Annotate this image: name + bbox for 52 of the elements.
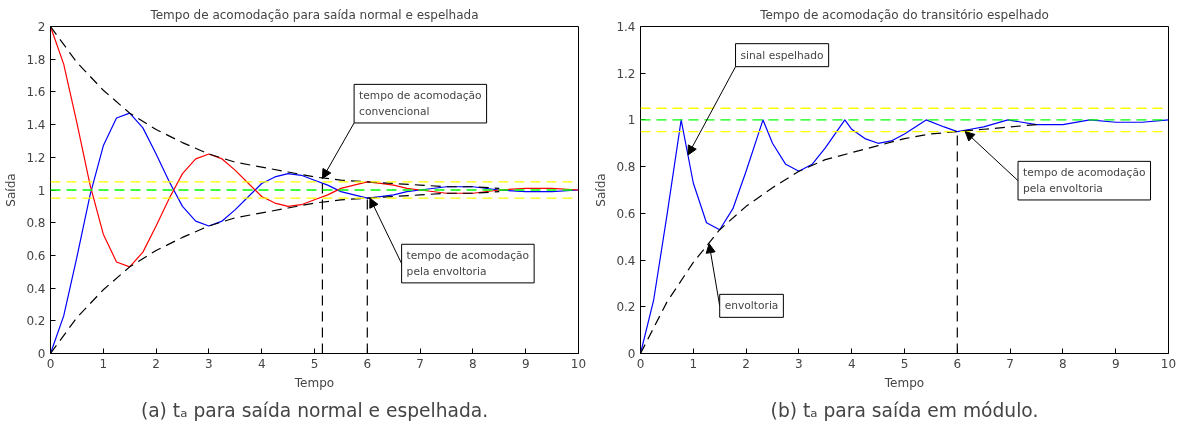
y-tick-label: 1.2 [26, 150, 46, 165]
y-tick-label: 0.8 [26, 216, 46, 231]
annotation: tempo de acomodação pela envoltoria [406, 249, 530, 278]
text: (b) tₐ para saída em módulo. [770, 399, 1039, 421]
text: (a) tₐ para saída normal e espelhada. [140, 399, 489, 421]
annotation: sinal espelhado [740, 48, 824, 62]
annotation: tempo de acomodação convencional [359, 89, 482, 118]
y-tick-label: 0 [627, 347, 636, 361]
x-tick-label: 2 [742, 356, 750, 371]
y-tick-label: 2 [37, 20, 46, 34]
y-tick-label: 0.6 [26, 248, 46, 263]
y-tick-label: 0.4 [616, 253, 636, 268]
annotation: envoltoria [724, 299, 779, 313]
x-tick-label: 9 [521, 356, 530, 371]
x-tick-label: 6 [953, 356, 962, 371]
y-tick-label: 1.8 [26, 52, 46, 67]
y-tick-label: 1.4 [26, 118, 46, 133]
x-tick-label: 7 [1006, 356, 1014, 371]
annotation: tempo de acomodação pela envoltoria [1023, 166, 1146, 195]
x-tick-label: 8 [469, 356, 477, 371]
y-tick-label: 1 [37, 183, 46, 198]
x-tick-label: 10 [1160, 356, 1177, 371]
y-tick-label: 0.2 [616, 300, 636, 315]
chart-title: Tempo de acomodação do transitório espelhado [759, 7, 1049, 22]
y-tick-label: 0.2 [26, 314, 46, 329]
x-tick-label: 5 [900, 356, 909, 371]
x-tick-label: 3 [205, 356, 213, 371]
x-tick-label: 3 [795, 356, 803, 371]
y-tick-label: 1.2 [616, 66, 636, 81]
y-tick-label: 0.8 [616, 160, 636, 175]
x-tick-label: 6 [363, 356, 372, 371]
y-tick-label: 0 [37, 347, 46, 361]
chart-title: Tempo de acomodação para saída normal e espelhada [149, 7, 479, 22]
x-tick-label: 9 [1111, 356, 1120, 371]
x-tick-label: 7 [416, 356, 424, 371]
x-tick-label: 4 [847, 356, 856, 371]
x-tick-label: 10 [570, 356, 587, 371]
y-tick-label: 1.4 [616, 20, 636, 34]
y-tick-label: 1 [627, 113, 636, 128]
x-tick-label: 5 [310, 356, 319, 371]
x-tick-label: 4 [257, 356, 266, 371]
y-axis-title: Saída [594, 173, 609, 207]
x-tick-label: 2 [152, 356, 160, 371]
y-tick-label: 1.6 [26, 85, 46, 100]
x-axis-title: Tempo [883, 375, 925, 390]
x-tick-label: 8 [1059, 356, 1067, 371]
x-tick-label: 1 [689, 356, 698, 371]
x-tick-label: 1 [99, 356, 108, 371]
y-axis-title: Saída [4, 173, 19, 207]
y-tick-label: 0.4 [26, 281, 46, 296]
y-tick-label: 0.6 [616, 206, 636, 221]
x-axis-title: Tempo [293, 375, 335, 390]
